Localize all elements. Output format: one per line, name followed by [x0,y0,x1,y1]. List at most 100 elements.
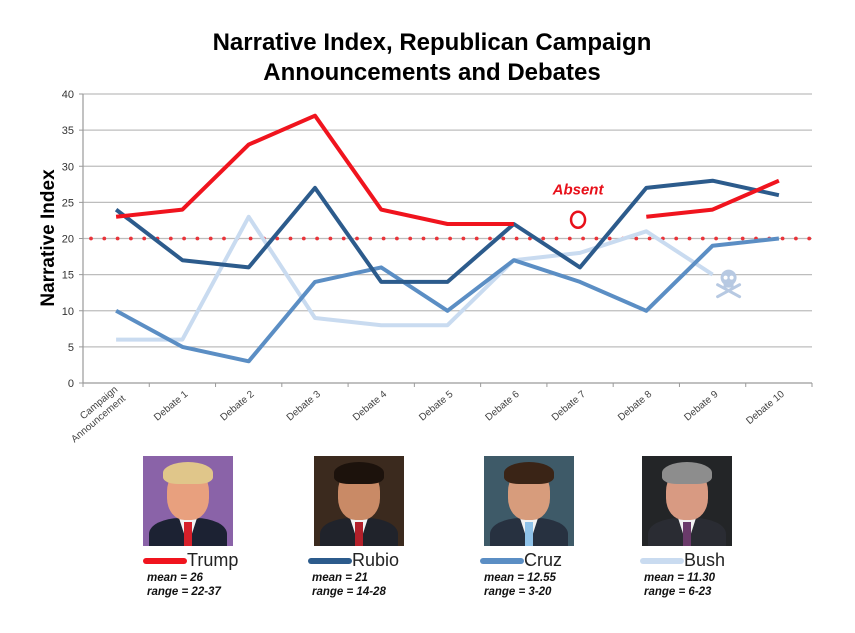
candidate-card-bush: Bush mean = 11.30 range = 6-23 [640,456,770,599]
y-tick-label: 30 [62,161,74,173]
reference-dot [208,236,213,241]
reference-dot [355,236,359,241]
reference-dot [687,236,692,241]
crossbone [716,283,742,299]
candidate-card-rubio: Rubio mean = 21 range = 14-28 [308,456,438,599]
legend-label: Trump [187,550,239,570]
series-lines [114,113,780,364]
reference-dot [102,236,107,241]
y-tick-label: 5 [68,342,74,354]
absent-marker-icon [569,210,587,229]
y-axis-label: Narrative Index [38,169,59,307]
reference-dot [794,236,798,241]
reference-dot [700,236,705,241]
reference-dot [115,236,120,241]
x-tick-label: Debate 8 [616,389,654,424]
reference-dot [395,236,399,241]
reference-dot [341,236,346,241]
annotations: Absent [552,181,742,299]
range-stat: range = 14-28 [312,586,386,598]
reference-dot [607,236,612,241]
reference-line-20 [89,236,812,241]
reference-dot [674,236,679,241]
reference-dot [129,236,133,241]
reference-dot [381,236,386,241]
x-tick-label: Debate 4 [351,389,389,424]
legend-entry: Trump [143,550,273,571]
reference-dot [328,236,333,241]
skull-eye [729,275,734,280]
reference-dot [514,236,519,241]
chart-title: Narrative Index, Republican Campaign Ann… [213,29,652,86]
x-axis-ticks: CampaignAnnouncement Debate 1 Debate 2 Deba… [62,384,787,445]
y-tick-label: 40 [62,89,74,101]
y-tick-label: 0 [68,378,74,390]
x-tick-label: Debate 9 [682,389,720,424]
mean-stat: mean = 11.30 [644,572,716,584]
legend-entry: Rubio [308,550,438,571]
reference-dot [195,236,200,241]
y-tick-label: 10 [62,306,74,318]
candidate-photo [314,456,404,546]
gridlines [79,93,812,384]
reference-dot [461,236,466,241]
skull-jaw [723,282,734,288]
reference-dot [89,236,93,241]
x-tick-label: CampaignAnnouncement [62,384,128,445]
reference-dot [434,236,439,241]
x-tick-label: Debate 6 [484,389,522,424]
reference-dot [408,236,413,241]
legend-swatch [640,557,684,564]
legend-entry: Cruz [480,550,610,571]
range-stat: range = 6-23 [644,586,712,598]
mean-stat: mean = 21 [312,572,368,584]
reference-dot [248,236,253,241]
y-axis-ticks: 0 5 10 15 20 25 30 35 40 [62,89,74,390]
reference-dot [168,236,173,241]
reference-dot [474,236,479,241]
candidate-photo [484,456,574,546]
reference-dot [315,236,319,241]
x-tick-label: Debate 3 [285,389,323,424]
axes [82,94,813,387]
range-stat: range = 3-20 [484,586,552,598]
chart-title-line-2: Announcements and Debates [263,59,600,86]
x-tick-label: Debate 7 [550,389,588,424]
y-tick-label: 15 [62,270,74,282]
y-tick-label: 20 [62,234,74,246]
reference-dot [594,236,599,241]
legend-label: Rubio [352,550,400,570]
series-line-trump [646,178,780,219]
reference-dot [488,236,492,241]
absent-annotation: Absent [552,181,605,198]
legend-swatch [480,557,524,564]
reference-dot [222,236,226,241]
range-stat: range = 22-37 [147,586,221,598]
y-tick-label: 35 [62,125,74,137]
reference-dot [368,236,373,241]
reference-dot [714,236,718,241]
candidate-card-cruz: Cruz mean = 12.55 range = 3-20 [480,456,610,599]
reference-dot [501,236,506,241]
reference-dot [301,236,306,241]
reference-dot [421,236,426,241]
skull-and-crossbones-icon [716,269,742,299]
reference-dot [740,236,745,241]
reference-dot [182,236,187,241]
reference-dot [448,236,452,241]
reference-dot [567,236,572,241]
reference-dot [634,236,639,241]
candidate-photo [642,456,732,546]
legend-label: Cruz [524,550,563,570]
legend-label: Bush [684,550,726,570]
x-tick-label: Debate 1 [152,389,190,424]
series-line-cruz [115,236,780,364]
reference-dot [142,236,147,241]
mean-stat: mean = 26 [147,572,203,584]
x-tick-label: Debate 2 [218,389,256,424]
reference-dot [727,236,732,241]
series-line-rubio [114,178,780,284]
reference-dot [807,236,812,241]
legend-swatch [308,557,352,564]
legend-swatch [143,557,187,564]
